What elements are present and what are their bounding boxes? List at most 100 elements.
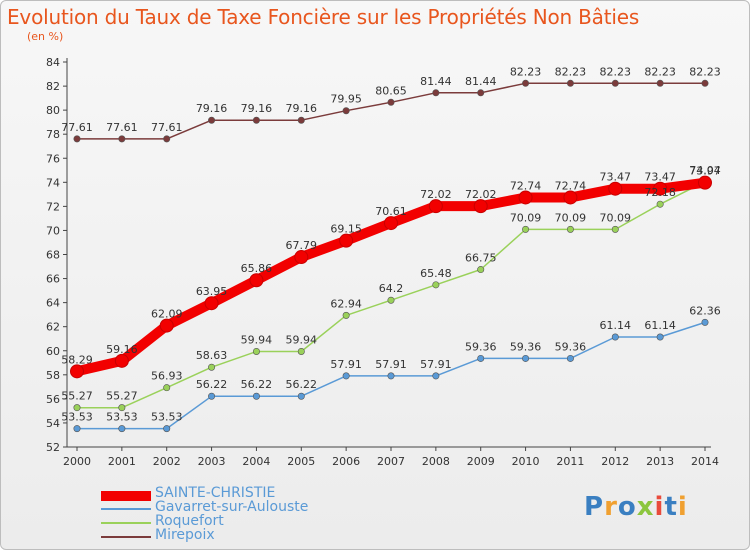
- data-point-mirepoix: [387, 98, 395, 106]
- y-tick-label: 82: [46, 80, 60, 93]
- x-tick-label: 2003: [198, 455, 226, 468]
- legend-swatch: [101, 491, 151, 501]
- data-point-gavarret-sur-aulouste: [297, 392, 305, 400]
- data-label-sainte-christie: 73.47: [644, 171, 676, 184]
- y-tick-label: 64: [46, 297, 60, 310]
- data-point-roquefort: [477, 266, 485, 274]
- data-point-gavarret-sur-aulouste: [432, 372, 440, 380]
- data-point-gavarret-sur-aulouste: [342, 372, 350, 380]
- x-tick-label: 2001: [108, 455, 136, 468]
- data-point-mirepoix: [118, 135, 126, 143]
- logo-letter: i: [654, 492, 665, 522]
- data-label-mirepoix: 82.23: [689, 65, 721, 78]
- data-label-sainte-christie: 59.16: [106, 343, 138, 356]
- logo-letter: i: [677, 492, 688, 522]
- data-point-gavarret-sur-aulouste: [477, 354, 485, 362]
- data-point-mirepoix: [566, 79, 574, 87]
- data-point-sainte-christie: [698, 175, 712, 190]
- data-point-sainte-christie: [249, 273, 264, 288]
- data-point-sainte-christie: [339, 233, 354, 248]
- legend-label: Roquefort: [155, 513, 224, 529]
- data-label-roquefort: 70.09: [600, 211, 632, 224]
- logo-letter: P: [584, 492, 605, 522]
- data-point-sainte-christie: [294, 250, 309, 265]
- data-label-gavarret-sur-aulouste: 61.14: [644, 319, 676, 332]
- x-tick-label: 2004: [242, 455, 270, 468]
- data-point-mirepoix: [73, 135, 81, 143]
- x-tick-label: 2000: [63, 455, 91, 468]
- data-label-gavarret-sur-aulouste: 53.53: [61, 411, 93, 424]
- data-point-roquefort: [342, 311, 350, 319]
- y-tick-label: 80: [46, 104, 60, 117]
- data-label-sainte-christie: 63.95: [196, 285, 228, 298]
- y-tick-label: 78: [46, 128, 60, 141]
- x-tick-label: 2007: [377, 455, 405, 468]
- x-tick-label: 2008: [422, 455, 450, 468]
- y-tick-label: 58: [46, 369, 60, 382]
- logo-letter: o: [617, 492, 637, 522]
- data-label-sainte-christie: 73.97: [689, 165, 721, 178]
- data-label-mirepoix: 82.23: [600, 65, 632, 78]
- data-label-mirepoix: 81.44: [420, 75, 452, 88]
- data-label-gavarret-sur-aulouste: 53.53: [151, 411, 183, 424]
- x-tick-label: 2012: [601, 455, 629, 468]
- data-point-roquefort: [297, 347, 305, 355]
- data-point-sainte-christie: [159, 318, 174, 333]
- data-label-sainte-christie: 69.15: [330, 223, 362, 236]
- data-point-gavarret-sur-aulouste: [611, 333, 619, 341]
- data-point-sainte-christie: [563, 190, 578, 205]
- legend-swatch: [101, 522, 151, 524]
- y-tick-label: 76: [46, 152, 60, 165]
- data-label-sainte-christie: 72.02: [420, 188, 452, 201]
- x-tick-label: 2011: [556, 455, 584, 468]
- data-label-roquefort: 55.27: [106, 390, 138, 403]
- data-label-sainte-christie: 73.47: [600, 171, 632, 184]
- data-label-mirepoix: 81.44: [465, 75, 497, 88]
- legend-label: SAINTE-CHRISTIE: [155, 485, 276, 501]
- data-point-sainte-christie: [204, 296, 219, 311]
- x-tick-label: 2014: [691, 455, 719, 468]
- data-point-gavarret-sur-aulouste: [208, 392, 216, 400]
- x-tick-label: 2009: [467, 455, 495, 468]
- data-label-roquefort: 66.75: [465, 252, 497, 265]
- axes: 52 54 56 58 60 62 64 66 68 70 72 74 76 78 80 82 84 2000 20…: [46, 56, 719, 468]
- data-label-gavarret-sur-aulouste: 62.36: [689, 304, 721, 317]
- data-label-roquefort: 59.94: [241, 333, 273, 346]
- y-tick-label: 54: [46, 417, 60, 430]
- y-unit-label: (en %): [27, 30, 64, 43]
- data-label-roquefort: 62.94: [330, 297, 362, 310]
- data-point-gavarret-sur-aulouste: [566, 354, 574, 362]
- data-point-roquefort: [208, 363, 216, 371]
- data-label-mirepoix: 80.65: [375, 84, 407, 97]
- y-tick-label: 60: [46, 345, 60, 358]
- data-label-sainte-christie: 58.29: [61, 353, 93, 366]
- data-label-roquefort: 55.27: [61, 390, 93, 403]
- legend-label: Mirepoix: [155, 527, 215, 543]
- data-label-roquefort: 70.09: [510, 211, 542, 224]
- data-point-gavarret-sur-aulouste: [163, 425, 171, 433]
- data-point-roquefort: [73, 404, 81, 412]
- data-label-roquefort: 58.63: [196, 349, 228, 362]
- data-label-gavarret-sur-aulouste: 53.53: [106, 411, 138, 424]
- data-point-roquefort: [656, 200, 664, 208]
- y-tick-label: 68: [46, 249, 60, 262]
- legend-swatch: [101, 536, 151, 538]
- data-point-roquefort: [566, 225, 574, 233]
- data-label-roquefort: 65.48: [420, 267, 452, 280]
- data-label-gavarret-sur-aulouste: 57.91: [420, 358, 452, 371]
- data-point-roquefort: [522, 225, 530, 233]
- data-point-sainte-christie: [70, 364, 84, 379]
- data-label-mirepoix: 82.23: [644, 65, 676, 78]
- data-label-sainte-christie: 72.02: [465, 188, 497, 201]
- data-label-roquefort: 74.04: [689, 164, 721, 177]
- y-tick-label: 56: [46, 393, 60, 406]
- data-label-mirepoix: 79.16: [196, 102, 228, 115]
- x-tick-label: 2006: [332, 455, 360, 468]
- data-point-sainte-christie: [473, 199, 488, 214]
- data-point-sainte-christie: [384, 216, 398, 231]
- chart-title: Evolution du Taux de Taxe Foncière sur l…: [7, 5, 640, 29]
- data-point-sainte-christie: [114, 353, 129, 368]
- logo-letter: t: [664, 492, 678, 522]
- x-tick-label: 2002: [153, 455, 181, 468]
- data-point-gavarret-sur-aulouste: [252, 392, 260, 400]
